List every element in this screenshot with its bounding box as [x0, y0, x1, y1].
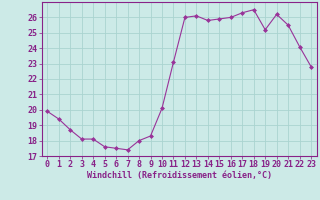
X-axis label: Windchill (Refroidissement éolien,°C): Windchill (Refroidissement éolien,°C)	[87, 171, 272, 180]
